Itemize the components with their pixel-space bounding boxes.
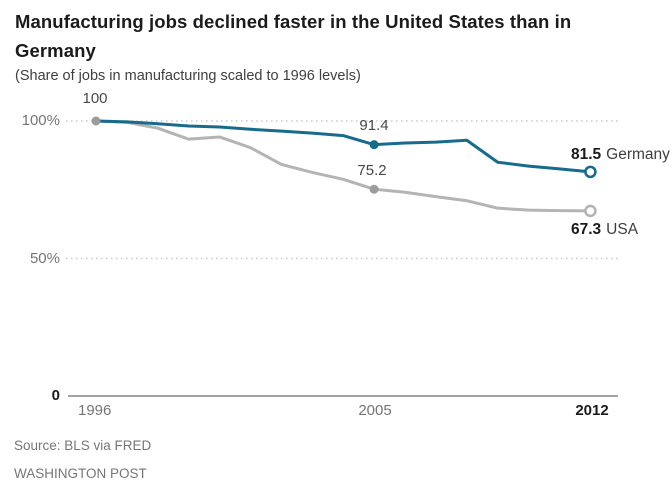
usa-2005-dot [369,184,379,194]
annotation-start-100: 100 [82,90,108,107]
series-label-germany: 81.5 Germany [571,146,670,163]
germany-line [94,119,592,174]
germany-end-marker [584,165,597,179]
usa-line [94,119,592,213]
y-axis-label-0: 0 [51,387,60,404]
usa-series-name: USA [606,221,639,238]
y-axis-label-100: 100% [21,112,60,129]
chart-title-line1: Manufacturing jobs declined faster in th… [15,11,572,32]
x-axis-label-2005: 2005 [358,402,392,419]
x-axis-label-1996: 1996 [78,402,112,419]
y-axis-label-50: 50% [29,250,60,267]
chart-subtitle: (Share of jobs in manufacturing scaled t… [15,68,361,84]
start-dot-1996 [91,116,101,126]
source-note: Source: BLS via FRED [14,438,152,453]
chart-title: Manufacturing jobs declined faster in th… [15,7,665,65]
germany-2005-dot [369,140,379,150]
annotation-germany-2005: 91.4 [359,117,389,134]
x-axis-label-2012: 2012 [575,402,609,419]
series-label-usa: 67.3 USA [571,221,638,238]
usa-end-value: 67.3 [571,221,602,238]
usa-end-marker [584,204,597,218]
chart-title-line2: Germany [15,40,96,61]
annotation-usa-2005: 75.2 [357,162,387,179]
germany-end-value: 81.5 [571,146,602,163]
germany-series-name: Germany [606,146,670,163]
publisher-credit: WASHINGTON POST [14,466,147,481]
